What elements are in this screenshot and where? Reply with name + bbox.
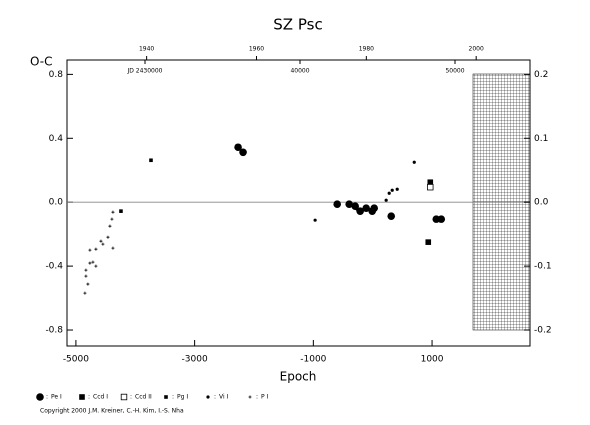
- x-tick-label: -1000: [300, 355, 326, 365]
- legend-sep: :: [214, 394, 216, 401]
- legend-label: Ccd I: [93, 394, 108, 401]
- point: [239, 148, 247, 157]
- y-tick-label: -0.8: [45, 326, 63, 336]
- y2-tick-label: -0.1: [534, 262, 552, 272]
- point: [99, 239, 103, 243]
- y-tick-label: 0.4: [49, 134, 64, 144]
- point: [84, 274, 88, 278]
- point: [427, 183, 434, 191]
- point: [345, 200, 353, 208]
- point: [313, 218, 317, 222]
- legend-marker: [79, 394, 85, 400]
- top-tick-label: JD 2430000: [126, 68, 162, 75]
- point: [149, 158, 153, 163]
- point: [384, 198, 388, 202]
- x-axis-label: Epoch: [280, 370, 317, 384]
- legend-sep: :: [46, 394, 48, 401]
- x-tick-label: -3000: [182, 355, 208, 365]
- point: [110, 217, 114, 221]
- copyright: Copyright 2000 J.M. Kreiner, C.-H. Kim, …: [40, 408, 184, 415]
- x-tick-label: -5000: [63, 355, 89, 365]
- legend-label: Ccd II: [135, 394, 152, 401]
- legend-label: Pg I: [177, 394, 188, 401]
- plot-frame: [66, 59, 531, 347]
- point: [370, 204, 378, 212]
- point: [94, 247, 98, 251]
- legend-sep: :: [172, 394, 174, 401]
- point: [94, 264, 98, 268]
- point: [91, 260, 95, 264]
- point: [111, 246, 115, 250]
- point: [395, 187, 399, 191]
- legend-sep: :: [88, 394, 90, 401]
- top-tick-label: 2000: [469, 46, 484, 53]
- legend-marker: [248, 395, 252, 399]
- point: [333, 200, 342, 208]
- point: [234, 143, 242, 152]
- point: [88, 248, 92, 252]
- top-tick-label: 1960: [249, 46, 264, 53]
- legend-label: Vi I: [219, 394, 229, 401]
- point: [412, 160, 416, 164]
- legend-marker: [36, 393, 44, 401]
- point: [108, 224, 112, 228]
- legend-sep: :: [130, 394, 132, 401]
- top-tick-label: 1940: [139, 46, 154, 53]
- point: [86, 282, 90, 286]
- legend-marker: [164, 395, 168, 399]
- y-tick-label: -0.4: [45, 262, 63, 272]
- point: [119, 209, 123, 213]
- point: [101, 242, 105, 246]
- legend-sep: :: [256, 394, 258, 401]
- point: [111, 210, 115, 214]
- y-axis-label: O-C: [30, 55, 53, 69]
- point: [425, 239, 432, 245]
- legend-marker: [120, 393, 128, 401]
- legend-marker: [206, 395, 210, 399]
- point: [387, 212, 396, 220]
- point: [390, 188, 394, 192]
- y-tick-label: 0.0: [49, 198, 64, 208]
- x-tick-label: 1000: [421, 355, 444, 365]
- legend-label: P I: [261, 394, 269, 401]
- top-tick-label: 50000: [445, 68, 464, 75]
- y2-tick-label: -0.2: [534, 326, 552, 336]
- y2-tick-label: 0.2: [534, 70, 548, 80]
- point: [362, 204, 370, 212]
- point: [84, 268, 88, 272]
- top-tick-label: 40000: [290, 68, 309, 75]
- point: [355, 207, 359, 211]
- point: [387, 191, 391, 195]
- chart-title: SZ Psc: [273, 16, 322, 34]
- point: [83, 291, 87, 295]
- top-tick-label: 1980: [359, 46, 374, 53]
- point: [88, 261, 92, 265]
- point: [106, 235, 110, 239]
- legend-label: Pe I: [51, 394, 62, 401]
- y2-tick-label: 0.1: [534, 134, 548, 144]
- point: [427, 179, 434, 186]
- y-tick-label: 0.8: [49, 70, 64, 80]
- y2-tick-label: 0.0: [534, 198, 549, 208]
- point: [437, 215, 446, 223]
